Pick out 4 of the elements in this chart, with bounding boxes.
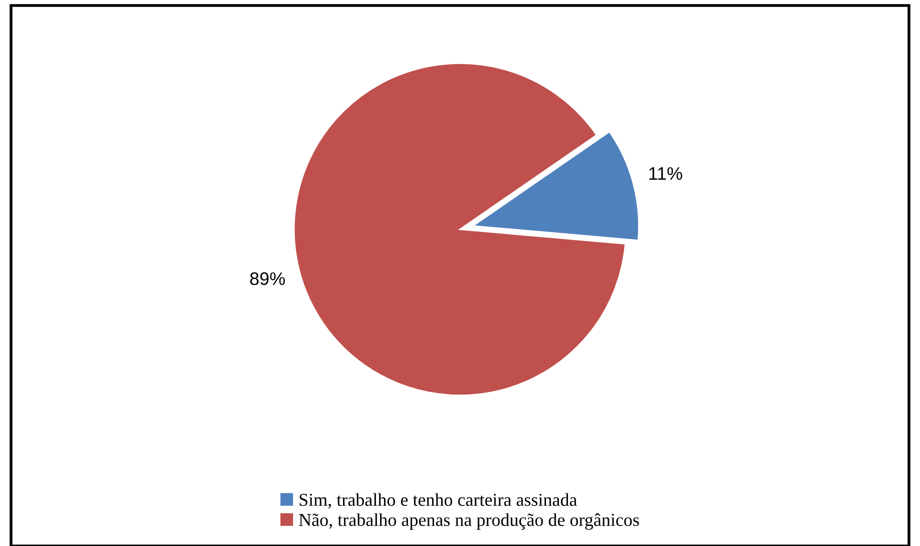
data-label: 89% — [250, 272, 285, 286]
legend-label: Sim, trabalho e tenho carteira assinada — [300, 493, 577, 509]
data-label: 11% — [649, 167, 682, 180]
legend-label: Não, trabalho apenas na produção de orgânicos — [298, 513, 639, 530]
